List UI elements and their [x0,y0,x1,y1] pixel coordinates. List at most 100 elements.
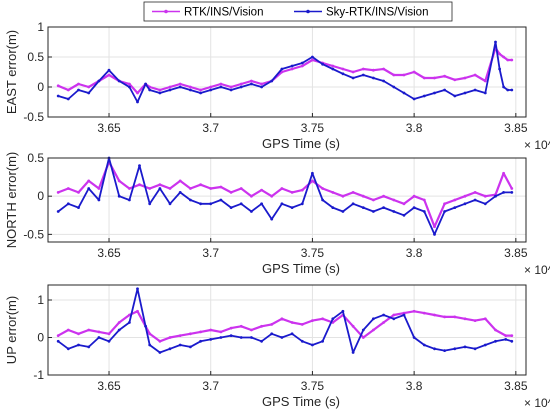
panel-2-series-1-point [290,191,294,194]
panel-2-series-2-point [351,202,355,206]
panel-1-series-1-point [189,85,192,89]
panel-2-series-2-point [443,210,446,213]
panel-2-series-1-point [443,202,446,206]
panel-3-series-1-point [66,328,70,332]
panel-1-series-1-point [483,79,487,83]
panel-2-series-2-point [56,210,60,213]
panel-3-series-2-point [144,324,148,328]
panel-1-series-2-point [189,88,192,92]
panel-3-series-1-point [453,315,457,319]
panel-2-series-1-point [66,187,70,190]
panel-3-xtick-label-1: 3.65 [97,379,121,393]
panel-1-xlabel: GPS Time (s) [262,136,340,151]
panel-1-series-1-point [136,91,139,95]
panel-2-series-2-point [77,206,80,210]
panel-1-series-1-point [412,70,416,74]
panel-1-series-1-point [502,55,505,59]
panel-1-series-1-point [178,82,182,86]
panel-2-xtick-label-5: 3.85 [504,246,528,260]
panel-3-series-1-point [412,309,416,313]
panel-3-series-1-point [148,332,152,336]
panel-1-series-1-point [87,85,91,89]
panel-1-series-2-point [506,88,510,92]
panel-1-series-2-point [209,88,213,92]
panel-1-series-2-point [443,88,446,92]
panel-2-series-1-point [361,194,365,198]
panel-2-series-1-point [341,194,345,198]
panel-1-series-2-point [412,97,416,101]
panel-1-series-1-point [372,68,375,72]
panel-2-series-1-point [199,183,203,187]
panel-1-series-2-point [372,76,375,80]
panel-3-series-1-point [504,334,508,337]
panel-2-ytick-label-2: 0 [37,189,44,203]
panel-2-series-2-point [473,198,477,202]
panel-2-series-1-point [189,187,192,190]
panel-3: 3.65 3.7 3.75 3.8 3.85 -1 0 1 GPS Time (s) × 10^4… [4,284,550,410]
panel-2-series-2-point [361,206,365,210]
panel-3-series-2-point [148,343,152,347]
panel-2-series-2-point [494,194,497,198]
panel-3-series-2-point [422,343,426,347]
panel-3-series-1-point [107,332,111,336]
panel-2-series-1-point [382,194,385,198]
panel-2-series-2-point [117,194,121,198]
panel-3-series-2-point [158,351,162,354]
panel-3-series-2-point [341,309,345,313]
panel-1-series-1-point [219,82,223,86]
panel-1-series-1-point [361,67,365,71]
panel-2-series-2-point [502,191,505,194]
panel-2-series-2-point [229,206,233,210]
panel-3-series-2-point [290,332,294,336]
panel-1-series-1-point [229,85,233,89]
panel-3-series-1-point [372,328,375,332]
panel-1-series-2-point [148,88,152,92]
panel-1-series-2-point [250,82,253,86]
panel-1-series-1-point [392,73,396,77]
panel-3-series-1-point [280,317,284,321]
panel-3-ylabel: UP error(m) [4,296,19,364]
panel-2-series-1-point [392,198,396,202]
panel-3-series-1-point [229,326,233,330]
panel-3-series-2-point [433,347,436,351]
panel-2-ytick-label-1: -0.5 [23,227,44,241]
legend-marker-1 [164,9,168,14]
panel-3-series-2-point [443,349,446,352]
panel-2-series-1-point [87,179,91,183]
panel-2-series-1-point [473,191,477,194]
chart-panels: 3.65 3.7 3.75 3.8 3.85 -0.5 0 0.5 1 GPS Time (s) ×… [4,20,550,410]
panel-1-series-2-point [178,85,182,89]
panel-3-series-1-point [483,317,487,321]
panel-3-series-2-point [494,339,497,343]
panel-2-series-1-point [219,185,223,189]
panel-1-series-2-point [107,68,111,72]
panel-2-series-1-point [127,187,131,190]
panel-1-series-2-point [402,91,406,95]
legend-label-1: RTK/INS/Vision [184,7,263,19]
panel-3-series-2-point [311,343,314,347]
panel-3-series-1-point [178,334,182,337]
panel-3-series-1-point [494,328,497,332]
panel-2-series-1-point [270,194,274,198]
panel-3-series-2-point [189,345,192,349]
panel-2-series-1-point [178,179,182,183]
panel-2-series-2-line [57,157,512,236]
panel-2-series-2-point [392,210,396,213]
panel-3-series-1-point [87,328,91,332]
panel-2-series-1-point [422,198,426,202]
panel-3-series-1-point [351,324,355,328]
panel-2-series-2-point [453,206,457,210]
panel-3-series-2-point [219,336,223,339]
panel-1-series-2-point [117,79,121,83]
panel-3-series-1-point [260,324,263,328]
panel-2-series-1-point [331,191,335,194]
panel-1-series-2-point [311,55,314,59]
panel-3-series-1-point [300,323,304,326]
panel-1-series-2-point [453,94,457,98]
panel-2-series-1-point [311,179,314,183]
panel-1-series-2-point [494,40,497,44]
panel-1-series-1-point [77,82,80,86]
panel-2-series-1-point [483,194,487,198]
panel-1-series-2-point [422,94,426,98]
panel-2: 3.65 3.7 3.75 3.8 3.85 -0.5 0 0.5 GPS Time (s) × … [4,151,550,277]
